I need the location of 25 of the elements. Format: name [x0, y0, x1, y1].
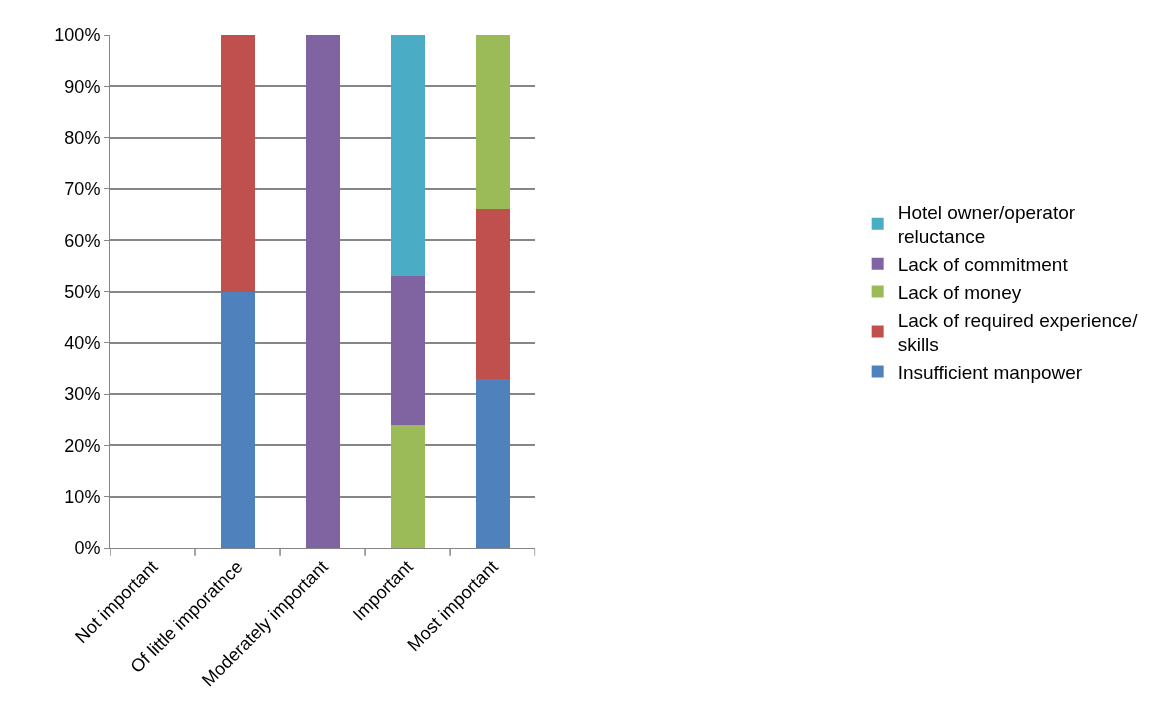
y-tick-label: 90% — [64, 76, 101, 97]
legend-label: Insufficient manpower — [897, 361, 1083, 383]
bar — [220, 35, 255, 292]
legend-label: Lack of required experience/ skills — [897, 309, 1139, 356]
y-tick-label: 10% — [64, 487, 101, 507]
y-tick-label: 50% — [64, 281, 101, 302]
bar — [305, 35, 340, 548]
bar — [220, 291, 255, 548]
bar — [390, 35, 425, 277]
legend-label: Lack of commitment — [897, 254, 1069, 276]
y-tick-label: 20% — [64, 435, 101, 456]
y-tick-label: 0% — [74, 538, 101, 559]
bar — [475, 378, 510, 548]
y-tick-label: 30% — [64, 384, 101, 405]
bar — [390, 276, 425, 425]
y-tick-label: 60% — [64, 230, 101, 251]
bar — [475, 35, 510, 210]
y-tick-label: 100% — [54, 25, 101, 46]
bar — [390, 424, 425, 548]
legend-label: Hotel owner/operator reluctance — [897, 201, 1076, 248]
legend-label: Lack of money — [897, 281, 1022, 303]
y-tick-label: 40% — [64, 333, 101, 354]
y-tick-label: 70% — [64, 179, 101, 200]
bar — [475, 209, 510, 379]
y-tick-label: 80% — [64, 127, 101, 148]
